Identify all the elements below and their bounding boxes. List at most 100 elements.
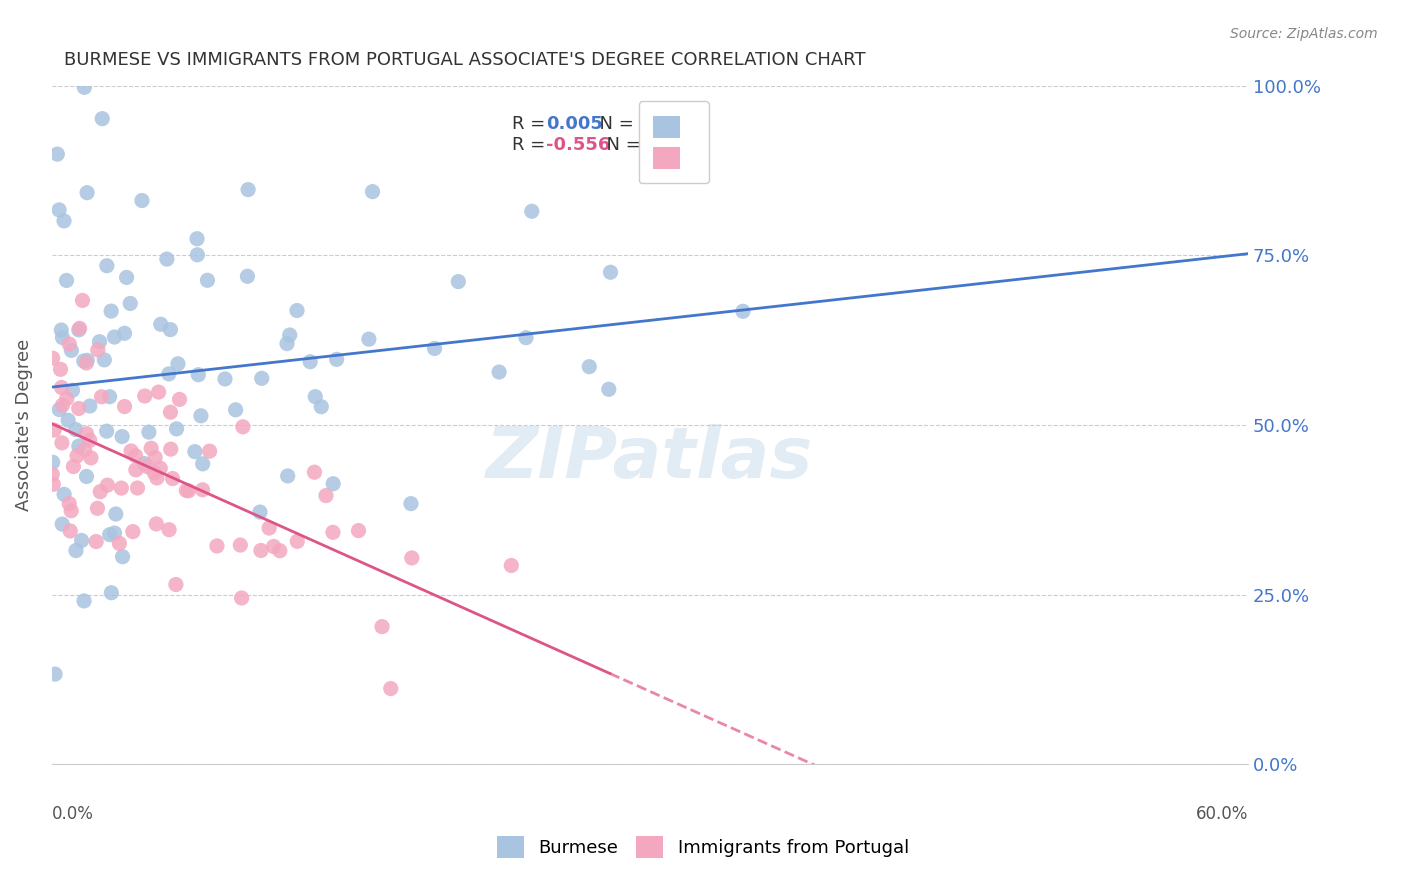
Point [276, 336, 298, 351]
Point [304, 465, 326, 479]
Point [169, 392, 191, 407]
Point [51, 398, 73, 412]
Point [48, 402, 70, 417]
Point [263, 540, 285, 554]
Legend: Burmese, Immigrants from Portugal: Burmese, Immigrants from Portugal [489, 829, 917, 865]
Point [56, 413, 79, 427]
Point [67, 439, 90, 453]
Point [51, 330, 73, 344]
Point [159, 442, 181, 456]
Point [65, 543, 87, 558]
Point [145, 516, 167, 531]
Point [76, 353, 98, 368]
Point [75, 356, 97, 370]
Point [73, 594, 96, 608]
Text: 0.0%: 0.0% [52, 805, 94, 823]
Point [598, 382, 620, 396]
Point [515, 331, 537, 345]
Point [135, 459, 157, 474]
Text: BURMESE VS IMMIGRANTS FROM PORTUGAL ASSOCIATE'S DEGREE CORRELATION CHART: BURMESE VS IMMIGRANTS FROM PORTUGAL ASSO… [63, 51, 865, 69]
Point [285, 534, 308, 549]
Point [191, 483, 214, 497]
Point [51, 380, 73, 394]
Point [89, 334, 111, 349]
Point [56, 392, 79, 406]
Point [60, 504, 83, 518]
Point [120, 444, 142, 458]
Point [87, 343, 110, 357]
Point [186, 232, 208, 246]
Point [166, 422, 188, 436]
Point [309, 400, 332, 414]
Point [98, 527, 121, 541]
Point [66, 449, 89, 463]
Point [157, 367, 180, 381]
Point [148, 385, 170, 400]
Point [110, 481, 132, 495]
Point [347, 524, 370, 538]
Point [520, 204, 543, 219]
Point [191, 457, 214, 471]
Point [322, 476, 344, 491]
Point [322, 525, 344, 540]
Point [399, 497, 422, 511]
Text: 0.005: 0.005 [546, 114, 603, 133]
Point [41, 455, 63, 469]
Point [44, 423, 66, 437]
Point [79, 399, 101, 413]
Point [149, 318, 172, 332]
Point [138, 425, 160, 439]
Text: ZIPatlas: ZIPatlas [486, 425, 814, 493]
Point [69, 321, 91, 335]
Point [190, 409, 212, 423]
Text: R =: R = [512, 114, 551, 133]
Point [100, 586, 122, 600]
Point [176, 483, 198, 498]
Point [76, 426, 98, 441]
Point [250, 371, 273, 385]
Point [731, 304, 754, 318]
Point [76, 186, 98, 200]
Point [65, 423, 87, 437]
Point [157, 523, 180, 537]
Point [143, 450, 166, 465]
Point [96, 259, 118, 273]
Point [60, 343, 83, 358]
Point [599, 265, 621, 279]
Point [269, 543, 291, 558]
Point [55, 273, 77, 287]
Point [96, 424, 118, 438]
Point [304, 390, 326, 404]
Point [214, 372, 236, 386]
Point [205, 539, 228, 553]
Point [250, 543, 273, 558]
Point [143, 466, 166, 480]
Point [131, 194, 153, 208]
Text: -0.556: -0.556 [546, 136, 610, 154]
Point [357, 332, 380, 346]
Point [156, 252, 179, 266]
Point [53, 214, 76, 228]
Point [51, 517, 73, 532]
Y-axis label: Associate's Degree: Associate's Degree [15, 339, 32, 511]
Point [447, 275, 470, 289]
Point [361, 185, 384, 199]
Point [98, 390, 121, 404]
Point [423, 342, 446, 356]
Point [103, 330, 125, 344]
Point [249, 505, 271, 519]
Point [41, 467, 63, 482]
Text: N = 73: N = 73 [595, 136, 669, 154]
Point [73, 354, 96, 368]
Point [120, 296, 142, 310]
Point [72, 293, 94, 308]
Point [111, 549, 134, 564]
Point [141, 442, 163, 456]
Point [90, 390, 112, 404]
Point [89, 484, 111, 499]
Point [134, 457, 156, 471]
Point [48, 202, 70, 217]
Point [578, 359, 600, 374]
Point [44, 667, 66, 681]
Point [58, 496, 80, 510]
